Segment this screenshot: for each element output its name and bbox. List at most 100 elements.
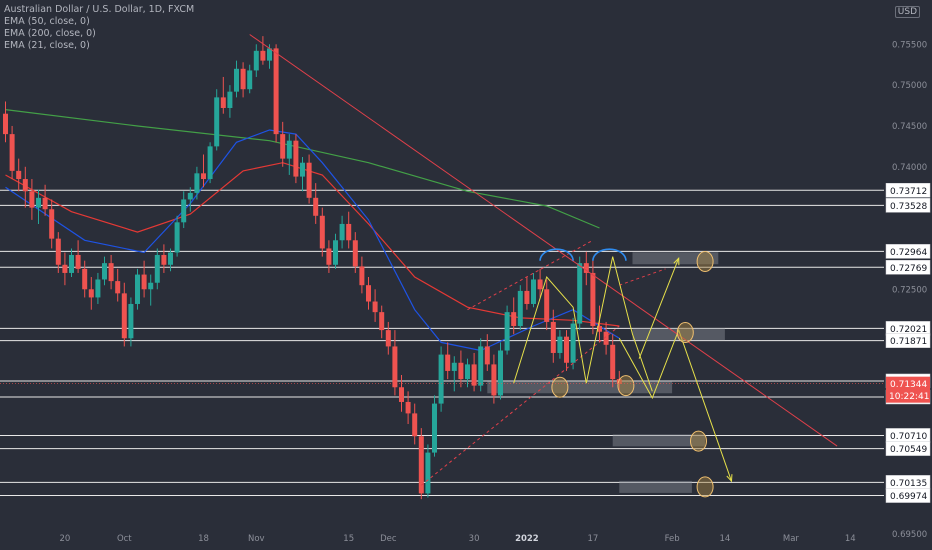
candle-body[interactable] bbox=[544, 289, 550, 322]
candle-body[interactable] bbox=[286, 140, 292, 159]
candle-body[interactable] bbox=[102, 263, 107, 280]
candle-body[interactable] bbox=[531, 279, 536, 304]
candle-body[interactable] bbox=[49, 209, 55, 239]
candle-body[interactable] bbox=[69, 254, 74, 273]
candle-body[interactable] bbox=[42, 197, 48, 210]
candle-body[interactable] bbox=[524, 290, 530, 304]
candle-body[interactable] bbox=[300, 162, 305, 177]
candle-body[interactable] bbox=[260, 50, 266, 61]
candle-body[interactable] bbox=[55, 238, 61, 265]
candle-body[interactable] bbox=[610, 344, 616, 380]
candle-body[interactable] bbox=[564, 336, 569, 363]
candle-body[interactable] bbox=[517, 290, 523, 327]
candle-body[interactable] bbox=[82, 268, 88, 290]
candle-body[interactable] bbox=[75, 254, 81, 269]
candle-body[interactable] bbox=[253, 50, 259, 71]
trendline-dashed-upper[interactable] bbox=[467, 239, 594, 311]
trendline-main[interactable] bbox=[249, 34, 838, 447]
candle-body[interactable] bbox=[385, 330, 391, 347]
target-circle[interactable] bbox=[617, 375, 635, 397]
candle-body[interactable] bbox=[418, 436, 424, 494]
candle-body[interactable] bbox=[498, 350, 503, 396]
shoulder-arc[interactable] bbox=[539, 248, 574, 261]
candle-body[interactable] bbox=[577, 263, 583, 324]
candle-body[interactable] bbox=[62, 264, 68, 273]
candle-body[interactable] bbox=[174, 222, 180, 253]
target-circle[interactable] bbox=[676, 322, 694, 344]
candle-body[interactable] bbox=[359, 266, 365, 286]
candle-body[interactable] bbox=[445, 354, 451, 371]
candle-body[interactable] bbox=[603, 331, 609, 345]
candle-body[interactable] bbox=[432, 403, 437, 453]
candle-body[interactable] bbox=[16, 170, 22, 180]
currency-label[interactable]: USD bbox=[894, 6, 920, 18]
candle-body[interactable] bbox=[399, 387, 404, 402]
candle-body[interactable] bbox=[597, 326, 602, 332]
trendline-dashed-lower[interactable] bbox=[420, 325, 620, 486]
candle-body[interactable] bbox=[128, 303, 134, 339]
current-price-box[interactable] bbox=[886, 376, 930, 403]
candle-body[interactable] bbox=[511, 312, 517, 327]
candle-body[interactable] bbox=[95, 279, 101, 298]
candle-body[interactable] bbox=[293, 140, 299, 177]
target-circle[interactable] bbox=[551, 376, 569, 398]
candle-body[interactable] bbox=[88, 289, 94, 298]
candle-body[interactable] bbox=[465, 364, 470, 380]
candle-body[interactable] bbox=[379, 312, 385, 331]
candle-body[interactable] bbox=[247, 70, 253, 90]
candle-body[interactable] bbox=[405, 401, 411, 414]
candle-body[interactable] bbox=[29, 191, 35, 208]
candle-body[interactable] bbox=[346, 223, 352, 241]
candle-body[interactable] bbox=[583, 263, 589, 273]
candle-body[interactable] bbox=[141, 274, 147, 290]
candle-body[interactable] bbox=[220, 97, 226, 108]
target-circle[interactable] bbox=[696, 251, 714, 273]
candle-body[interactable] bbox=[471, 364, 477, 386]
candle-body[interactable] bbox=[491, 364, 497, 396]
candle-body[interactable] bbox=[115, 281, 121, 294]
candle-body[interactable] bbox=[267, 48, 272, 61]
candle-body[interactable] bbox=[273, 48, 279, 135]
candle-body[interactable] bbox=[372, 301, 378, 313]
candle-body[interactable] bbox=[438, 354, 444, 404]
candle-body[interactable] bbox=[412, 413, 418, 437]
candle-body[interactable] bbox=[313, 197, 319, 216]
candle-body[interactable] bbox=[148, 282, 154, 290]
candle-body[interactable] bbox=[333, 240, 338, 265]
candle-body[interactable] bbox=[458, 362, 464, 380]
candle-body[interactable] bbox=[154, 254, 160, 283]
candle-body[interactable] bbox=[121, 293, 127, 339]
candle-body[interactable] bbox=[352, 240, 358, 267]
candle-body[interactable] bbox=[234, 68, 239, 92]
candle-body[interactable] bbox=[181, 199, 187, 223]
candle-body[interactable] bbox=[590, 272, 596, 327]
candle-body[interactable] bbox=[392, 346, 398, 388]
candle-body[interactable] bbox=[280, 134, 286, 159]
legend-ema-200[interactable]: EMA (200, close, 0) bbox=[4, 28, 96, 39]
zone-rect[interactable] bbox=[487, 381, 673, 394]
candle-body[interactable] bbox=[570, 323, 576, 363]
zone-rect[interactable] bbox=[632, 328, 725, 341]
candle-body[interactable] bbox=[616, 379, 622, 384]
candle-body[interactable] bbox=[22, 179, 28, 192]
candle-body[interactable] bbox=[108, 263, 114, 282]
candle-body[interactable] bbox=[557, 336, 563, 353]
candle-body[interactable] bbox=[240, 68, 246, 90]
candle-body[interactable] bbox=[366, 285, 371, 302]
candle-body[interactable] bbox=[319, 215, 325, 249]
zone-rect[interactable] bbox=[619, 480, 692, 493]
candle-body[interactable] bbox=[537, 279, 543, 290]
legend-ema-50[interactable]: EMA (50, close, 0) bbox=[4, 16, 90, 27]
candle-body[interactable] bbox=[201, 173, 206, 180]
zone-rect[interactable] bbox=[612, 434, 706, 447]
candle-body[interactable] bbox=[3, 113, 8, 135]
candle-body[interactable] bbox=[326, 248, 332, 265]
shoulder-arc[interactable] bbox=[592, 248, 627, 261]
candle-body[interactable] bbox=[9, 134, 15, 171]
candle-body[interactable] bbox=[425, 452, 431, 494]
legend-ema-21[interactable]: EMA (21, close, 0) bbox=[4, 40, 90, 51]
candle-body[interactable] bbox=[194, 173, 200, 193]
candle-body[interactable] bbox=[339, 223, 345, 241]
candle-body[interactable] bbox=[484, 346, 490, 365]
